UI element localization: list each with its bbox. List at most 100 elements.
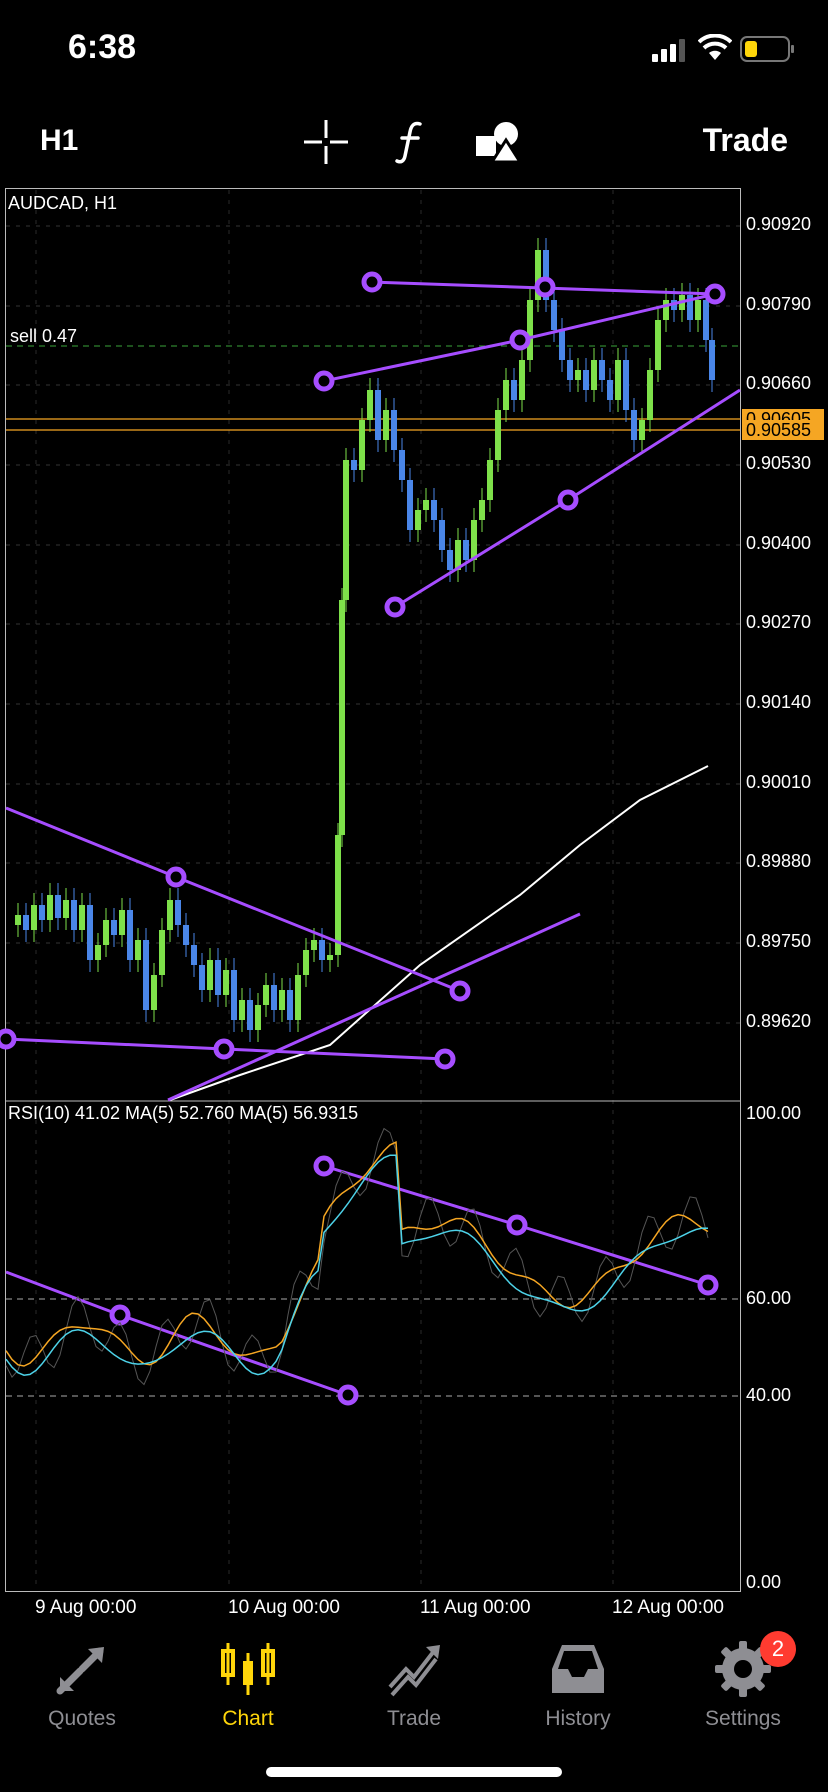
tab-trade[interactable]: Trade <box>334 1625 494 1735</box>
candle-body <box>559 330 565 360</box>
candle-body <box>599 360 605 380</box>
signal-icon <box>652 39 685 62</box>
candle-body <box>583 370 589 390</box>
candle-body <box>431 500 437 520</box>
tab-chart[interactable]: Chart <box>168 1625 328 1735</box>
price-tick: 0.89750 <box>746 931 812 951</box>
candle-body <box>79 905 85 930</box>
candle-body <box>327 955 333 960</box>
trade-icon <box>388 1645 440 1697</box>
candle-body <box>263 985 269 1005</box>
wifi-icon <box>698 34 732 60</box>
candle-body <box>199 965 205 990</box>
candle-body <box>503 380 509 410</box>
candle-body <box>647 370 653 420</box>
tab-quotes[interactable]: Quotes <box>2 1625 162 1735</box>
candle-body <box>415 510 421 530</box>
trendline-handle <box>213 1038 235 1060</box>
candle-body <box>247 1000 253 1030</box>
price-tick: 0.90140 <box>746 692 812 712</box>
candle-body <box>175 900 181 925</box>
candle-body <box>351 460 357 470</box>
candle-body <box>471 520 477 560</box>
tab-label: Quotes <box>48 1707 116 1730</box>
chart-toolbar: H1 Trade <box>0 100 828 186</box>
candle-body <box>87 905 93 960</box>
candle-body <box>31 905 37 930</box>
trendline-handle <box>109 1304 131 1326</box>
candle-body <box>663 300 669 320</box>
chart-frame[interactable] <box>5 188 741 1592</box>
candle-body <box>231 970 237 1020</box>
candle-body <box>551 300 557 330</box>
objects-icon[interactable] <box>470 114 526 170</box>
ask-price-tag: 0.90585 <box>742 420 824 440</box>
candle-body <box>271 985 277 1010</box>
candle-body <box>423 500 429 510</box>
settings-icon <box>715 1641 771 1697</box>
battery-icon <box>740 36 794 62</box>
candle-body <box>159 930 165 975</box>
trendline-handle <box>434 1048 456 1070</box>
rsi-tick: 100.00 <box>746 1103 802 1123</box>
price-tick: 0.90660 <box>746 373 812 393</box>
candle-body <box>239 1000 245 1020</box>
candle-body <box>543 250 549 300</box>
price-chart[interactable] <box>0 0 828 1625</box>
moving-average-line <box>169 765 709 1101</box>
candle-body <box>191 945 197 965</box>
trendline-handle <box>313 370 335 392</box>
candle-body <box>295 975 301 1020</box>
candle-body <box>183 925 189 945</box>
trendline-handle <box>337 1384 359 1406</box>
timeframe-button[interactable]: H1 <box>40 124 79 157</box>
candle-body <box>687 295 693 320</box>
indicator-f-icon[interactable] <box>384 114 440 170</box>
price-tick: 0.90400 <box>746 533 812 553</box>
trendline-handle <box>506 1214 528 1236</box>
candle-body <box>143 940 149 1010</box>
candle-body <box>479 500 485 520</box>
candle-body <box>463 540 469 560</box>
candle-body <box>655 320 661 370</box>
time-tick: 12 Aug 00:00 <box>612 1597 724 1618</box>
tab-label: History <box>545 1707 611 1730</box>
candle-body <box>623 360 629 410</box>
candle-body <box>447 550 453 570</box>
price-tick: 0.89880 <box>746 851 812 871</box>
candle-body <box>383 410 389 440</box>
candle-body <box>339 600 345 835</box>
candle-body <box>399 450 405 480</box>
candle-body <box>575 370 581 380</box>
candle-body <box>319 940 325 960</box>
candle-body <box>207 960 213 990</box>
trendline-handle <box>704 283 726 305</box>
trendline-handle <box>509 329 531 351</box>
candle-body <box>567 360 573 380</box>
quotes-icon <box>56 1647 104 1695</box>
trendline-handle <box>697 1274 719 1296</box>
tab-settings[interactable]: Settings <box>663 1625 823 1735</box>
trendline <box>5 1270 349 1397</box>
candle-body <box>407 480 413 530</box>
candle-body <box>695 300 701 320</box>
time-tick: 11 Aug 00:00 <box>420 1597 531 1618</box>
sell-order-label: sell 0.47 <box>10 326 78 346</box>
candle-body <box>359 420 365 470</box>
price-tick: 0.90010 <box>746 772 812 792</box>
candle-body <box>607 380 613 400</box>
tab-history[interactable]: History <box>498 1625 658 1735</box>
candle-body <box>47 895 53 920</box>
chart-icon <box>221 1643 275 1695</box>
settings-badge: 2 <box>760 1631 796 1667</box>
rsi-line <box>5 1127 709 1386</box>
trade-button[interactable]: Trade <box>702 122 788 158</box>
crosshair-icon[interactable] <box>298 114 354 170</box>
trendline-handle <box>449 980 471 1002</box>
symbol-label: AUDCAD, H1 <box>8 193 118 213</box>
candle-body <box>279 990 285 1010</box>
candle-body <box>391 410 397 450</box>
price-tick: 0.90790 <box>746 294 812 314</box>
candle-body <box>535 250 541 300</box>
trendline-handle <box>384 596 406 618</box>
